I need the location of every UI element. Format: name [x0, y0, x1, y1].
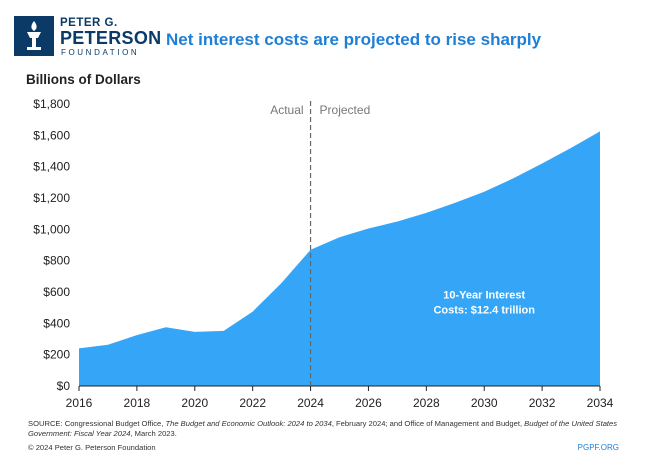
x-tick-label: 2022 [239, 396, 266, 410]
area-series [79, 131, 600, 386]
x-tick-label: 2034 [587, 396, 614, 410]
y-tick-label: $800 [43, 254, 70, 268]
annotation-line2: Costs: $12.4 trillion [433, 304, 535, 316]
y-tick-label: $400 [43, 316, 70, 330]
actual-label: Actual [270, 103, 303, 117]
source-lead: SOURCE: Congressional Budget Office, [28, 419, 166, 428]
y-tick-label: $1,200 [33, 191, 70, 205]
y-tick-label: $0 [57, 379, 71, 393]
logo-text-line2: PETERSON [60, 28, 162, 48]
logo-text-line1: PETER G. [60, 17, 118, 29]
y-tick-label: $1,400 [33, 160, 70, 174]
x-tick-label: 2028 [413, 396, 440, 410]
chart-title: Net interest costs are projected to rise… [166, 30, 542, 49]
source-title-omb: Budget of the United States Government: … [28, 419, 618, 438]
y-tick-label: $1,000 [33, 222, 70, 236]
x-tick-label: 2016 [66, 396, 93, 410]
y-tick-label: $200 [43, 348, 70, 362]
copyright: © 2024 Peter G. Peterson Foundation [28, 443, 156, 452]
site-link[interactable]: PGPF.ORG [577, 443, 619, 452]
y-tick-label: $1,600 [33, 128, 70, 142]
source-note: SOURCE: Congressional Budget Office, The… [28, 419, 628, 439]
projected-label: Projected [320, 103, 371, 117]
x-tick-label: 2020 [181, 396, 208, 410]
annotation-line1: 10-Year Interest [443, 289, 525, 301]
pgpf-logo[interactable]: PETER G. PETERSON FOUNDATION [14, 16, 164, 57]
y-axis-label: Billions of Dollars [26, 72, 141, 87]
y-tick-label: $600 [43, 285, 70, 299]
x-tick-label: 2018 [124, 396, 151, 410]
logo-text-line3: FOUNDATION [61, 48, 140, 57]
y-tick-label: $1,800 [33, 97, 70, 111]
x-tick-label: 2032 [529, 396, 556, 410]
source-tail: , March 2023. [130, 429, 177, 438]
x-tick-label: 2026 [355, 396, 382, 410]
x-tick-label: 2024 [297, 396, 324, 410]
x-tick-label: 2030 [471, 396, 498, 410]
source-title-cbo: The Budget and Economic Outlook: 2024 to… [165, 419, 332, 428]
source-mid: , February 2024; and Office of Managemen… [331, 419, 525, 428]
torch-icon [14, 16, 54, 56]
